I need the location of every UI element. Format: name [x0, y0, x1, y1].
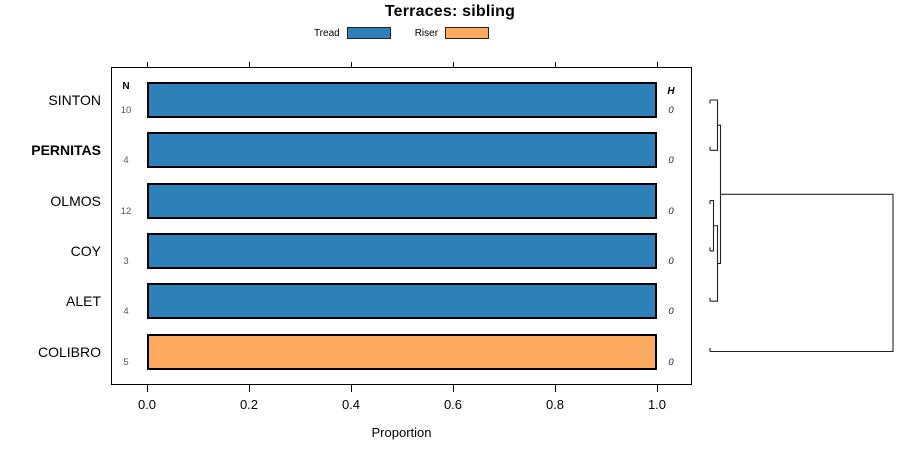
- h-value: 0: [668, 356, 674, 368]
- dendrogram-merge-4: [709, 193, 894, 353]
- n-column-header: N: [122, 81, 130, 92]
- x-tick-bottom: [249, 385, 250, 392]
- h-value: 0: [668, 205, 674, 217]
- x-tick-top: [555, 62, 556, 67]
- x-tick-label: 0.8: [545, 397, 565, 412]
- x-axis-label: Proportion: [371, 425, 432, 440]
- bar-segment-tread: [147, 232, 657, 269]
- x-tick-top: [453, 62, 454, 67]
- x-tick-bottom: [351, 385, 352, 392]
- n-value: 12: [120, 205, 132, 217]
- legend-item-tread: Tread: [314, 27, 391, 39]
- x-tick-bottom: [555, 385, 556, 392]
- chart-title: Terraces: sibling: [384, 3, 516, 20]
- n-value: 3: [123, 255, 129, 267]
- legend: Tread Riser: [111, 27, 692, 39]
- category-label: COLIBRO: [37, 343, 101, 360]
- x-tick-bottom: [657, 385, 658, 392]
- h-value: 0: [668, 105, 674, 116]
- bar-segment-tread: [147, 82, 657, 118]
- bar-segment-tread: [147, 182, 657, 219]
- x-tick-bottom: [147, 385, 148, 392]
- legend-item-riser: Riser: [414, 27, 490, 39]
- x-tick-top: [249, 62, 250, 67]
- h-value: 0: [668, 255, 674, 267]
- dendrogram-merge-1: [709, 200, 715, 252]
- n-value: 10: [120, 105, 132, 116]
- category-label: SINTON: [48, 92, 101, 108]
- legend-swatch-tread: [346, 27, 391, 39]
- x-tick-label: 0.2: [239, 397, 259, 412]
- h-value: 0: [668, 155, 674, 167]
- category-label: OLMOS: [50, 192, 101, 209]
- n-value: 4: [123, 155, 129, 167]
- category-label: COY: [70, 242, 101, 259]
- category-label: ALET: [65, 293, 101, 310]
- x-tick-top: [147, 62, 148, 67]
- x-tick-label: 0.0: [137, 397, 157, 412]
- x-tick-top: [657, 62, 658, 67]
- bar-segment-tread: [147, 132, 657, 169]
- x-tick-bottom: [453, 385, 454, 392]
- dendrogram-merge-0: [709, 99, 719, 151]
- n-value: 4: [123, 306, 129, 318]
- legend-label: Tread: [313, 27, 340, 39]
- x-tick-label: 0.6: [443, 397, 463, 412]
- legend-swatch-riser: [445, 27, 490, 39]
- bar-segment-riser: [147, 333, 657, 370]
- h-value: 0: [668, 306, 674, 318]
- bar-segment-tread: [147, 283, 657, 320]
- x-tick-top: [351, 62, 352, 67]
- category-label: PERNITAS: [31, 142, 101, 159]
- plot-area: [111, 67, 692, 385]
- h-column-header: H: [667, 86, 675, 97]
- n-value: 5: [123, 356, 129, 368]
- x-tick-label: 1.0: [647, 397, 667, 412]
- legend-label: Riser: [414, 27, 439, 39]
- x-tick-label: 0.4: [341, 397, 361, 412]
- dendrogram: [709, 99, 894, 353]
